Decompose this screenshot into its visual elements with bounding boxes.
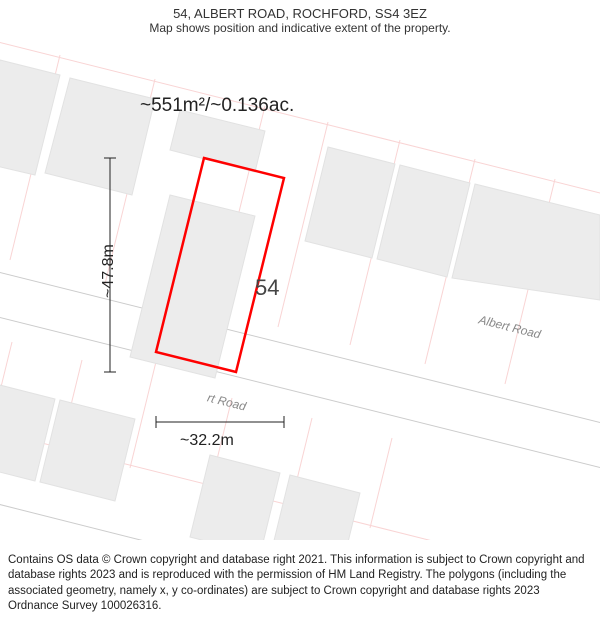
header: 54, ALBERT ROAD, ROCHFORD, SS4 3EZ Map s… (0, 0, 600, 37)
area-measurement: ~551m²/~0.136ac. (140, 95, 294, 117)
page-title: 54, ALBERT ROAD, ROCHFORD, SS4 3EZ (0, 6, 600, 21)
height-measurement: ~47.8m (100, 244, 118, 298)
width-measurement: ~32.2m (180, 432, 234, 450)
map-canvas: ~551m²/~0.136ac. ~47.8m ~32.2m 54 Albert… (0, 0, 600, 540)
page-subtitle: Map shows position and indicative extent… (0, 21, 600, 35)
property-number: 54 (255, 275, 279, 301)
map-svg (0, 0, 600, 540)
copyright-footer: Contains OS data © Crown copyright and d… (0, 547, 600, 625)
